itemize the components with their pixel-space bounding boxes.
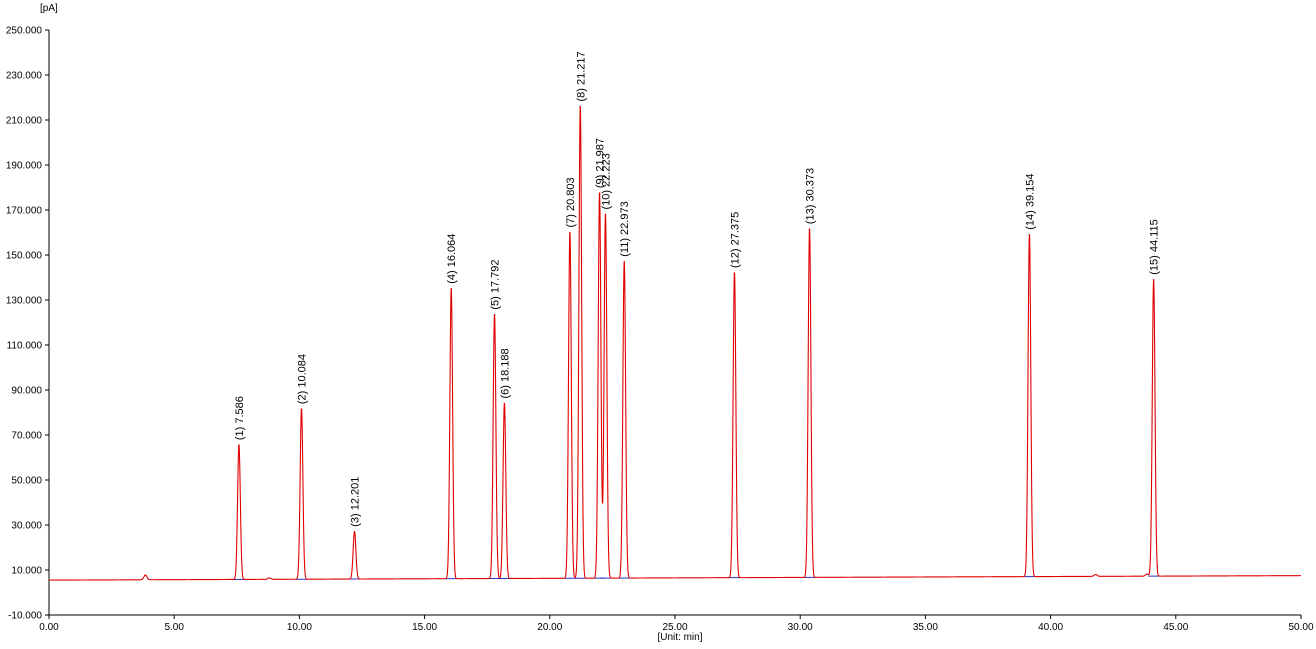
y-tick-label: 170.000 [6,206,43,217]
peak-label: (3) 12.201 [350,477,362,527]
peak-apex [579,105,582,108]
peak-label: (5) 17.792 [490,259,502,309]
peak-apex [1028,233,1031,236]
x-tick-label: 20.00 [537,622,562,633]
peak-apex [604,213,607,216]
peak-apex [238,444,240,446]
y-tick-label: 210.000 [6,116,43,127]
peak-label: (8) 21.217 [575,51,587,101]
y-tick-label: 190.000 [6,161,43,172]
x-tick-label: 35.00 [913,622,938,633]
tick-labels: -10.000 10.000 30.000 50.000 70.000 90.000 110… [6,26,1314,634]
peak-apex [623,260,626,263]
peak-label: (2) 10.084 [297,354,309,404]
peak-apex [598,192,601,194]
y-tick-label: 30.000 [11,521,42,532]
y-axis-unit-label: [pA] [40,3,58,14]
peak-apex [569,231,571,234]
tick-marks [45,29,1302,619]
y-tick-label: 110.000 [7,341,43,352]
peak-label: (14) 39.154 [1024,173,1036,229]
peak-label: (4) 16.064 [446,234,458,284]
y-tick-label: 230.000 [6,71,43,82]
peak-label: (12) 27.375 [729,212,741,268]
x-tick-label: 50.00 [1288,622,1313,633]
peak-label: (11) 22.973 [619,201,631,256]
peak-apex [353,530,356,533]
x-tick-label: 25.00 [662,622,687,633]
x-tick-label: 30.00 [788,622,813,633]
y-tick-label: -10.000 [8,611,42,622]
x-tick-label: 10.00 [287,622,312,633]
peak-apex [450,287,453,290]
y-tick-label: 150.000 [6,251,43,262]
x-tick-label: 40.00 [1038,622,1063,633]
peak-label: (7) 20.803 [565,177,577,227]
y-tick-label: 250.000 [6,26,43,37]
peak-label: (1) 7.586 [234,396,246,440]
x-tick-label: 0.00 [39,622,59,633]
chromatogram-trace [48,106,1301,581]
y-tick-label: 70.000 [11,431,42,442]
peak-apex [1152,278,1155,281]
peak-label: (15) 44.115 [1149,219,1161,274]
peak-apex [503,402,506,405]
x-axis-unit-label: [Unit: min] [657,632,702,643]
peak-label: (13) 30.373 [805,168,817,224]
series-group [48,105,1301,581]
peak-apex [808,228,811,230]
peak-label: (6) 18.188 [499,348,511,398]
peak-label: (10) 22.223 [600,153,612,209]
y-tick-label: 50.000 [11,476,42,487]
peak-apex [733,272,736,274]
peak-labels: (1) 7.586 (2) 10.084 (3) 12.201 (4) 16.064 (… [234,51,1161,526]
peak-apex [300,408,303,410]
y-tick-label: 10.000 [11,566,42,577]
y-tick-label: 130.000 [6,296,43,307]
x-tick-label: 5.00 [164,622,184,633]
y-tick-label: 90.000 [11,386,42,397]
peak-apex [493,313,496,316]
x-tick-label: 15.00 [412,622,437,633]
peak-label: (9) 21.987 [595,138,607,188]
x-tick-label: 45.00 [1163,622,1188,633]
